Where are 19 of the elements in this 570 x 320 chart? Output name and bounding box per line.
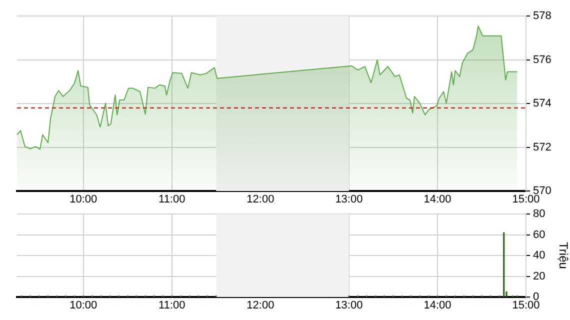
- x-tick-label: 13:00: [335, 194, 363, 206]
- x-tick-label: 11:00: [158, 194, 186, 206]
- x-tick-label: 10:00: [70, 194, 98, 206]
- y-tick-label: 20: [533, 270, 546, 282]
- x-tick-label: 12:00: [246, 194, 274, 206]
- y-tick-label: 576: [533, 54, 552, 66]
- y-tick-label: 40: [533, 250, 546, 262]
- x-tick-label: 14:00: [424, 300, 452, 312]
- x-tick-label: 13:00: [335, 300, 363, 312]
- x-tick-label: 14:00: [424, 194, 452, 206]
- y-axis-title: Triệu: [556, 242, 570, 269]
- x-tick-label: 12:00: [246, 300, 274, 312]
- x-tick-label: 10:00: [70, 300, 98, 312]
- y-tick-label: 572: [533, 141, 552, 154]
- x-tick-label: 11:00: [158, 300, 186, 312]
- y-tick-label: 60: [533, 228, 546, 241]
- y-tick-label: 80: [533, 208, 546, 220]
- y-tick-label: 574: [533, 98, 552, 110]
- y-tick-label: 578: [533, 10, 552, 22]
